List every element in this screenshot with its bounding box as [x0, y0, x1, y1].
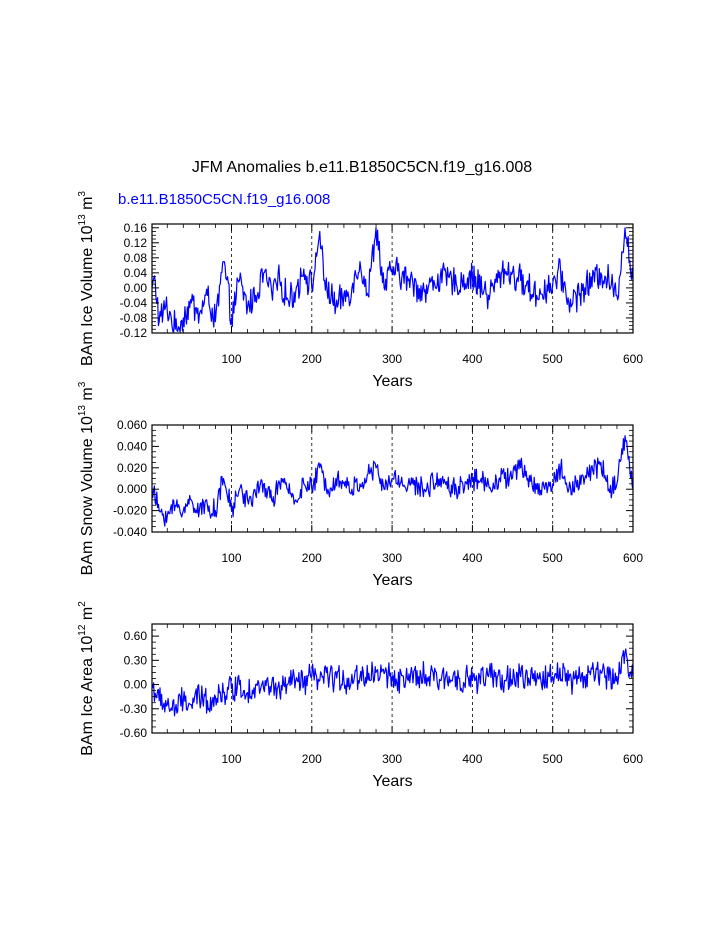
x-tick-label: 300	[382, 551, 402, 565]
y-tick-label: 0.60	[124, 629, 148, 643]
y-tick-label: 0.00	[124, 281, 148, 295]
x-axis-label: Years	[372, 572, 412, 589]
y-axis-label: BAm Snow Volume 1013 m3	[77, 381, 96, 575]
series-line	[151, 227, 634, 333]
y-tick-label: 0.04	[124, 266, 148, 280]
x-tick-label: 400	[462, 752, 482, 766]
x-tick-label: 600	[623, 352, 643, 366]
y-tick-label: -0.04	[120, 296, 148, 310]
x-axis-label: Years	[372, 373, 412, 390]
x-tick-label: 500	[543, 352, 563, 366]
y-tick-label: 0.12	[124, 236, 148, 250]
y-tick-label: 0.020	[117, 461, 147, 475]
x-tick-label: 100	[221, 551, 241, 565]
x-tick-label: 100	[221, 352, 241, 366]
y-axis-label: BAm Ice Area 1012 m2	[77, 601, 96, 756]
x-tick-label: 400	[462, 352, 482, 366]
case-label: b.e11.B1850C5CN.f19_g16.008	[118, 191, 330, 208]
x-tick-label: 500	[543, 551, 563, 565]
series-line	[151, 648, 634, 717]
y-tick-label: -0.08	[120, 311, 148, 325]
chart-title: JFM Anomalies b.e11.B1850C5CN.f19_g16.00…	[192, 159, 532, 176]
x-tick-label: 200	[302, 551, 322, 565]
x-tick-label: 300	[382, 352, 402, 366]
series-line	[151, 435, 634, 527]
y-tick-label: 0.040	[117, 439, 147, 453]
y-tick-label: -0.040	[113, 525, 147, 539]
x-tick-label: 500	[543, 752, 563, 766]
y-tick-label: -0.30	[120, 702, 148, 716]
x-axis-label: Years	[372, 773, 412, 790]
panel-ice-area: -0.60 -0.30 0.00 0.30 0.60 100 200 300 400 500 600…	[77, 601, 643, 790]
y-tick-label: 0.16	[124, 221, 148, 235]
panel-snow-volume: -0.040 -0.020 0.000 0.020 0.040 0.060 100 200 30…	[77, 381, 643, 589]
x-tick-label: 400	[462, 551, 482, 565]
x-tick-label: 100	[221, 752, 241, 766]
y-tick-label: 0.00	[124, 678, 148, 692]
panel-ice-volume: -0.12-0.08-0.040.000.040.080.120.16 100 20…	[77, 191, 643, 390]
y-tick-label: 0.08	[124, 251, 148, 265]
y-tick-label: 0.060	[117, 418, 147, 432]
y-tick-label: -0.60	[120, 726, 148, 740]
y-tick-label: -0.020	[113, 504, 147, 518]
x-tick-label: 600	[623, 551, 643, 565]
y-tick-label: 0.30	[124, 653, 148, 667]
y-axis-label: BAm Ice Volume 1013 m3	[77, 191, 96, 366]
y-tick-label: -0.12	[120, 326, 148, 340]
x-tick-label: 200	[302, 352, 322, 366]
x-tick-label: 200	[302, 752, 322, 766]
y-tick-label: 0.000	[117, 482, 147, 496]
x-tick-label: 600	[623, 752, 643, 766]
x-tick-label: 300	[382, 752, 402, 766]
